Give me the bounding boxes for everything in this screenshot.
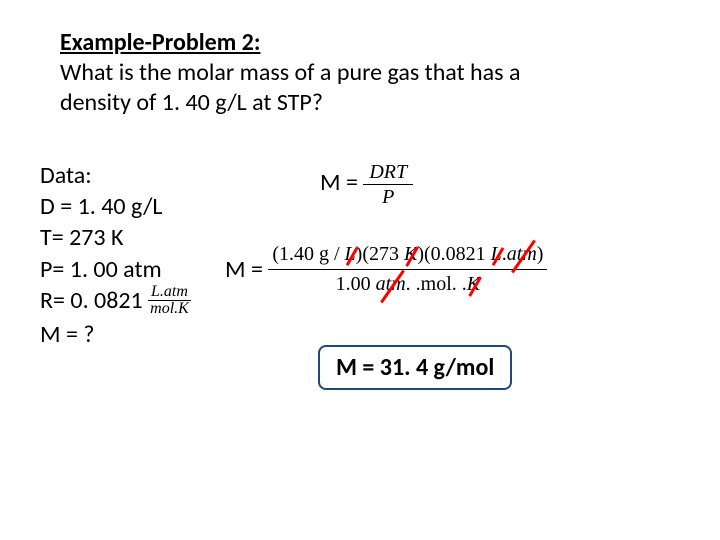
den-p1: 1.00: [336, 273, 376, 295]
cancel-K-2: K: [467, 272, 480, 297]
cancel-atm-2: atm: [376, 272, 406, 297]
data-P: P= 1. 00 atm: [40, 255, 162, 284]
cancel-K-1: K: [404, 242, 417, 267]
formula-symbolic: M = DRT P: [320, 160, 413, 209]
question-line1: What is the molar mass of a pure gas tha…: [60, 58, 520, 87]
num-p2: )(273: [356, 243, 404, 265]
data-R-units: L.atm mol.K: [148, 284, 191, 317]
formula2-denominator: 1.00 atm. .mol. .K: [268, 270, 547, 299]
den-p2: . .mol. .: [406, 273, 467, 295]
formula1-lhs: M =: [320, 168, 363, 197]
answer-text: M = 31. 4 g/mol: [336, 353, 494, 382]
formula2-lhs: M =: [225, 255, 268, 284]
problem-title: Example-Problem 2:: [60, 28, 260, 57]
question-line2: density of 1. 40 g/L at STP?: [60, 88, 323, 117]
data-R-label: R= 0. 0821: [40, 286, 143, 315]
formula1-fraction: DRT P: [363, 160, 413, 209]
cancel-L-2: L: [491, 242, 502, 267]
data-block: Data: D = 1. 40 g/L T= 273 K P= 1. 00 at…: [40, 160, 191, 350]
data-M: M = ?: [40, 320, 94, 349]
data-T: T= 273 K: [40, 223, 123, 252]
cancel-atm-1: atm: [507, 242, 537, 267]
formula1-den: P: [363, 185, 413, 209]
num-p5: ): [537, 243, 544, 265]
cancel-L-1: L: [345, 242, 356, 267]
data-heading: Data:: [40, 161, 92, 190]
data-D: D = 1. 40 g/L: [40, 192, 162, 221]
formula-substituted: M = (1.40 g / L)(273 K)(0.0821 L.atm) 1.…: [225, 240, 547, 299]
formula1-num: DRT: [363, 160, 413, 185]
R-units-den: mol.K: [148, 301, 191, 317]
num-p3: )(0.0821: [417, 243, 490, 265]
formula2-numerator: (1.40 g / L)(273 K)(0.0821 L.atm): [268, 240, 547, 270]
R-units-num: L.atm: [148, 284, 191, 301]
problem-header: Example-Problem 2: What is the molar mas…: [60, 28, 680, 118]
num-p1: (1.40 g /: [272, 243, 344, 265]
formula2-fraction: (1.40 g / L)(273 K)(0.0821 L.atm) 1.00 a…: [268, 240, 547, 299]
answer-box: M = 31. 4 g/mol: [318, 345, 512, 390]
